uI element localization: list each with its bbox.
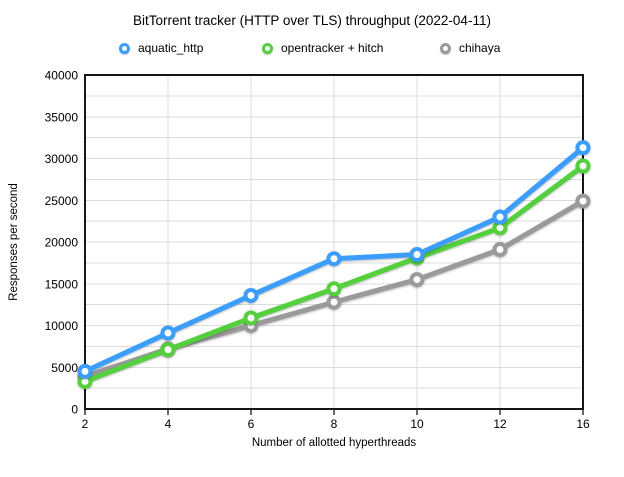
data-point-marker (326, 251, 342, 267)
y-tick-label: 15000 (45, 277, 79, 291)
x-tick-label: 6 (248, 417, 255, 431)
opentracker-hitch-marker-icon (262, 43, 273, 54)
x-tick-label: 8 (331, 417, 338, 431)
x-tick-label: 10 (410, 417, 424, 431)
legend-item-chihaya: chihaya (440, 41, 500, 56)
chihaya-marker-icon (440, 43, 451, 54)
data-point-marker (77, 363, 93, 379)
data-point-marker (326, 294, 342, 310)
x-axis-title: Number of allotted hyperthreads (251, 437, 417, 449)
y-tick-label: 20000 (45, 236, 79, 250)
y-tick-label: 10000 (45, 319, 79, 333)
x-tick-label: 12 (493, 417, 507, 431)
data-point-marker (243, 287, 259, 303)
legend-label-aquatic-http: aquatic_http (138, 41, 204, 55)
x-tick-label: 4 (165, 417, 172, 431)
data-point-marker (160, 342, 176, 358)
x-tick-label: 2 (82, 417, 89, 431)
data-point-marker (243, 310, 259, 326)
legend-label-chihaya: chihaya (459, 41, 501, 55)
aquatic-http-marker-icon (119, 43, 130, 54)
y-tick-label: 0 (71, 403, 78, 417)
data-point-marker (575, 193, 591, 209)
y-tick-label: 30000 (45, 152, 79, 166)
data-point-marker (575, 158, 591, 174)
legend-item-aquatic-http: aquatic_http (119, 41, 203, 56)
y-tick-label: 35000 (45, 110, 79, 124)
chart-title: BitTorrent tracker (HTTP over TLS) throu… (133, 13, 491, 28)
series-aquatic-http (77, 140, 591, 379)
data-point-marker (409, 247, 425, 263)
plot-border (84, 74, 584, 410)
data-point-marker (160, 325, 176, 341)
data-point-marker (575, 140, 591, 156)
x-tick-label: 16 (576, 417, 590, 431)
y-tick-label: 25000 (45, 194, 79, 208)
y-tick-label: 40000 (45, 69, 79, 83)
data-point-marker (326, 281, 342, 297)
data-point-marker (409, 272, 425, 288)
legend-label-opentracker-hitch: opentracker + hitch (281, 41, 384, 55)
y-tick-label: 5000 (51, 361, 78, 375)
data-point-marker (492, 209, 508, 225)
legend-item-opentracker-hitch: opentracker + hitch (262, 41, 383, 56)
data-point-marker (492, 242, 508, 258)
